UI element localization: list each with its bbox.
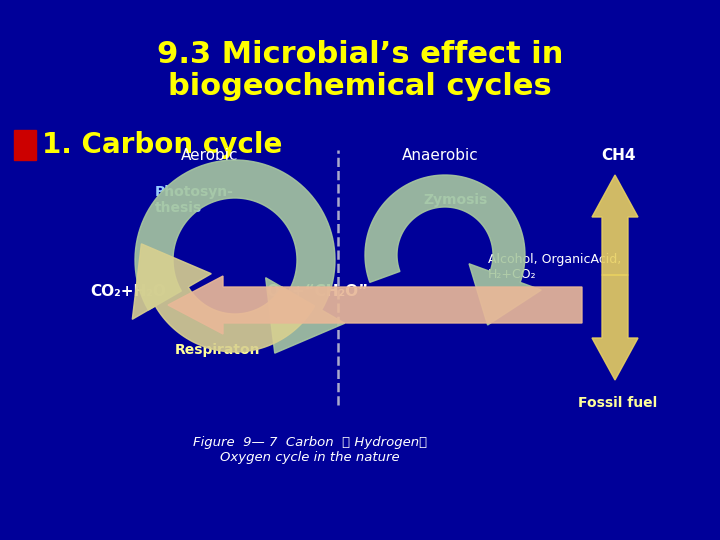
Text: Figure  9— 7  Carbon  、 Hydrogen、
Oxygen cycle in the nature: Figure 9— 7 Carbon 、 Hydrogen、 Oxygen cy…: [193, 436, 427, 464]
Text: 1. Carbon cycle: 1. Carbon cycle: [42, 131, 282, 159]
Text: 9.3 Microbial’s effect in: 9.3 Microbial’s effect in: [157, 40, 563, 69]
Polygon shape: [365, 175, 541, 325]
Polygon shape: [132, 244, 315, 352]
Bar: [14, 130, 36, 160]
Text: Anaerobic: Anaerobic: [402, 147, 478, 163]
Text: biogeochemical cycles: biogeochemical cycles: [168, 72, 552, 101]
Text: Alcohol, OrganicAcid,
H₂+CO₂: Alcohol, OrganicAcid, H₂+CO₂: [488, 253, 621, 281]
Text: Respiraton: Respiraton: [175, 343, 261, 357]
Text: O₂ +“CH₂O”: O₂ +“CH₂O”: [267, 285, 369, 300]
Polygon shape: [135, 160, 345, 353]
Text: CH4: CH4: [600, 147, 635, 163]
Text: Aerobic: Aerobic: [181, 147, 239, 163]
Text: Fossil fuel: Fossil fuel: [578, 396, 657, 410]
Text: Zymosis: Zymosis: [423, 193, 487, 207]
Text: Photosyn-
thesis: Photosyn- thesis: [155, 185, 234, 215]
Polygon shape: [168, 276, 582, 334]
Polygon shape: [592, 275, 638, 380]
Text: CO₂+H₂O: CO₂+H₂O: [90, 285, 166, 300]
Polygon shape: [592, 175, 638, 275]
